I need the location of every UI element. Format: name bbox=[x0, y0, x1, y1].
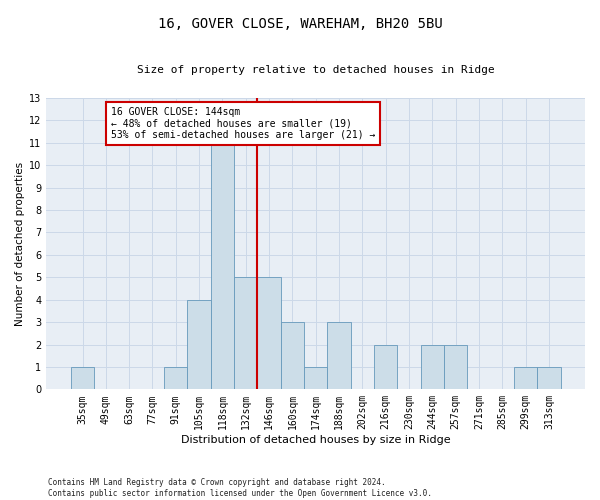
Bar bbox=[537, 367, 560, 390]
Y-axis label: Number of detached properties: Number of detached properties bbox=[15, 162, 25, 326]
Bar bbox=[187, 300, 211, 390]
Bar bbox=[234, 278, 257, 390]
Bar bbox=[421, 344, 444, 390]
Bar bbox=[328, 322, 350, 390]
Bar bbox=[444, 344, 467, 390]
Title: Size of property relative to detached houses in Ridge: Size of property relative to detached ho… bbox=[137, 65, 494, 75]
Bar bbox=[71, 367, 94, 390]
Bar bbox=[281, 322, 304, 390]
Text: 16, GOVER CLOSE, WAREHAM, BH20 5BU: 16, GOVER CLOSE, WAREHAM, BH20 5BU bbox=[158, 18, 442, 32]
Bar bbox=[374, 344, 397, 390]
X-axis label: Distribution of detached houses by size in Ridge: Distribution of detached houses by size … bbox=[181, 435, 451, 445]
Bar bbox=[514, 367, 537, 390]
Bar bbox=[164, 367, 187, 390]
Bar bbox=[304, 367, 328, 390]
Text: 16 GOVER CLOSE: 144sqm
← 48% of detached houses are smaller (19)
53% of semi-det: 16 GOVER CLOSE: 144sqm ← 48% of detached… bbox=[110, 107, 375, 140]
Text: Contains HM Land Registry data © Crown copyright and database right 2024.
Contai: Contains HM Land Registry data © Crown c… bbox=[48, 478, 432, 498]
Bar bbox=[257, 278, 281, 390]
Bar bbox=[211, 143, 234, 390]
